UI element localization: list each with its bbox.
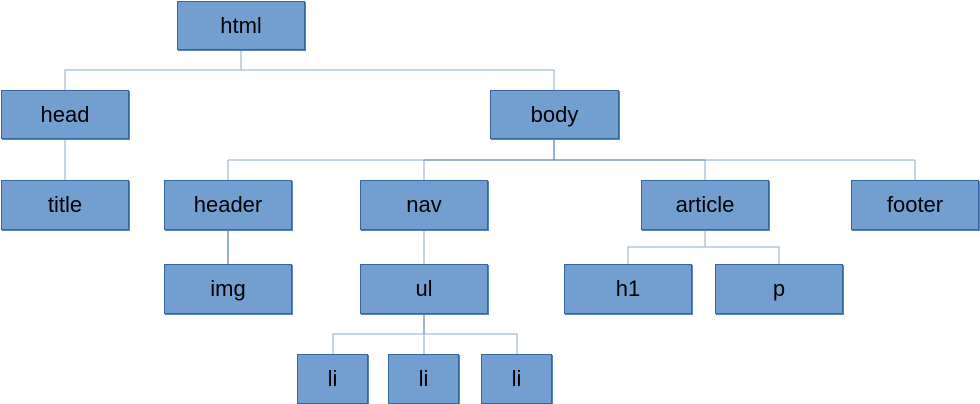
connector-article-h1 — [627, 230, 706, 264]
node-title-label: title — [47, 192, 83, 217]
node-html-label: html — [220, 12, 262, 38]
node-html: html — [177, 1, 305, 50]
node-ul-label: ul — [415, 276, 433, 301]
node-li: li — [388, 354, 459, 404]
connector-ul-li1 — [332, 333, 424, 354]
node-nav: nav — [360, 180, 488, 230]
node-footer-label: footer — [886, 192, 944, 217]
node-article-label: article — [675, 192, 735, 217]
node-img-label: img — [210, 276, 246, 301]
connector-html-head — [64, 50, 242, 90]
node-img: img — [164, 264, 292, 314]
node-header-label: header — [193, 192, 263, 217]
connector-article-p — [705, 246, 780, 264]
node-nav-label: nav — [406, 192, 442, 217]
node-li-label: li — [511, 366, 522, 391]
node-head: head — [1, 90, 129, 139]
node-h1: h1 — [564, 264, 692, 314]
connector-html-body — [241, 69, 555, 90]
node-p: p — [715, 264, 843, 314]
node-header: header — [164, 180, 292, 230]
node-p-label: p — [772, 276, 786, 301]
node-ul: ul — [360, 264, 488, 314]
node-title: title — [1, 180, 129, 230]
node-body-label: body — [530, 101, 579, 127]
node-h1-label: h1 — [615, 276, 641, 301]
node-li: li — [481, 354, 552, 404]
node-body: body — [490, 90, 619, 139]
node-li-label: li — [418, 366, 429, 391]
node-footer: footer — [851, 180, 979, 230]
node-li-label: li — [327, 366, 338, 391]
node-article: article — [641, 180, 769, 230]
node-head-label: head — [40, 101, 90, 127]
node-li: li — [297, 354, 368, 404]
connector-ul-li3 — [424, 333, 518, 354]
